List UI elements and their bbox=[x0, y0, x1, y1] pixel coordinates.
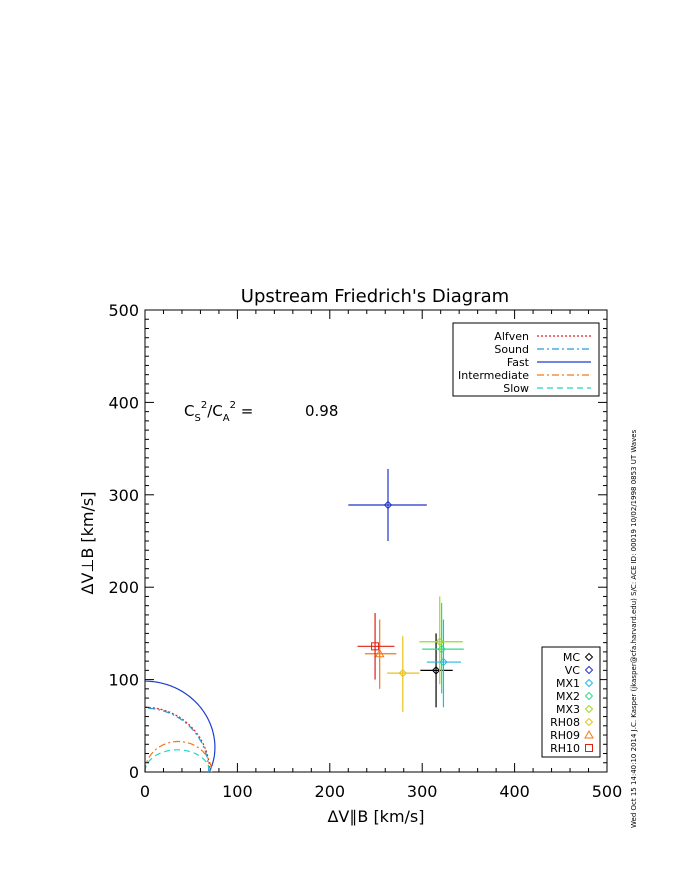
point-marker bbox=[374, 648, 385, 658]
curve-legend-label: Sound bbox=[494, 343, 529, 356]
point-legend-marker bbox=[584, 691, 594, 701]
point-legend-marker bbox=[584, 665, 594, 675]
axis-ticks: 0 100 200 300 400 500 0 100 200 300 400 500 bbox=[108, 301, 622, 801]
curve-alfven bbox=[145, 706, 211, 772]
ratio-value: 0.98 bbox=[305, 402, 338, 420]
curve-sound bbox=[145, 707, 210, 772]
point-legend-label: VC bbox=[565, 664, 581, 677]
point-marker bbox=[398, 668, 408, 678]
x-axis-label: ΔV∥B [km/s] bbox=[327, 807, 424, 826]
point-legend-marker bbox=[584, 652, 594, 662]
data-point-mc bbox=[420, 633, 453, 708]
point-marker bbox=[371, 642, 380, 651]
data-points bbox=[348, 468, 464, 712]
curve-legend-label: Alfven bbox=[494, 330, 529, 343]
data-point-mx1 bbox=[426, 619, 462, 708]
point-legend-label: RH08 bbox=[550, 716, 580, 729]
point-legend-label: RH10 bbox=[550, 742, 580, 755]
wave-speed-curves bbox=[144, 680, 216, 773]
curve-fast bbox=[145, 680, 216, 773]
point-legend-marker bbox=[584, 704, 594, 714]
y-tick-label: 500 bbox=[108, 301, 139, 320]
point-legend-marker bbox=[584, 729, 594, 739]
point-legend-box bbox=[541, 646, 601, 758]
y-tick-label: 200 bbox=[108, 578, 139, 597]
point-legend-label: RH09 bbox=[550, 729, 580, 742]
point-marker bbox=[435, 637, 444, 646]
point-legend-label: MX2 bbox=[556, 690, 580, 703]
x-tick-label: 200 bbox=[315, 782, 346, 801]
chart-title: Upstream Friedrich's Diagram bbox=[241, 286, 509, 307]
point-marker bbox=[431, 666, 441, 675]
x-tick-label: 100 bbox=[222, 782, 253, 801]
data-point-rh10 bbox=[357, 613, 395, 680]
data-point-vc bbox=[348, 468, 427, 541]
y-tick-label: 400 bbox=[108, 393, 139, 412]
point-legend-label: MX1 bbox=[556, 677, 580, 690]
point-legend-marker bbox=[585, 744, 593, 752]
point-legend-label: MC bbox=[563, 651, 580, 664]
point-legend-marker bbox=[584, 717, 594, 727]
curve-legend-label: Intermediate bbox=[458, 369, 529, 382]
curve-intermediate bbox=[144, 740, 213, 772]
y-tick-label: 0 bbox=[129, 763, 139, 782]
curve-legend-label: Fast bbox=[507, 356, 530, 369]
ratio-annotation: CS2/CA2 = bbox=[184, 400, 253, 424]
y-axis-label: ΔV⊥B [km/s] bbox=[78, 492, 97, 595]
x-tick-label: 400 bbox=[499, 782, 530, 801]
x-tick-label: 300 bbox=[407, 782, 438, 801]
curve-legend-box bbox=[452, 322, 600, 397]
point-marker bbox=[383, 500, 393, 510]
data-point-rh08 bbox=[387, 636, 420, 712]
data-point-rh09 bbox=[364, 619, 397, 689]
curve-slow bbox=[144, 749, 211, 772]
y-tick-label: 300 bbox=[108, 486, 139, 505]
side-info-text: Wed Oct 15 14:40:10 2014 J.C. Kasper (jk… bbox=[630, 429, 638, 828]
x-tick-label: 0 bbox=[140, 782, 150, 801]
data-point-mx3 bbox=[419, 596, 463, 685]
point-legend-label: MX3 bbox=[556, 703, 580, 716]
point-legend-marker bbox=[584, 678, 594, 688]
curve-legend-label: Slow bbox=[503, 382, 529, 395]
y-tick-label: 100 bbox=[108, 671, 139, 690]
x-tick-label: 500 bbox=[592, 782, 623, 801]
